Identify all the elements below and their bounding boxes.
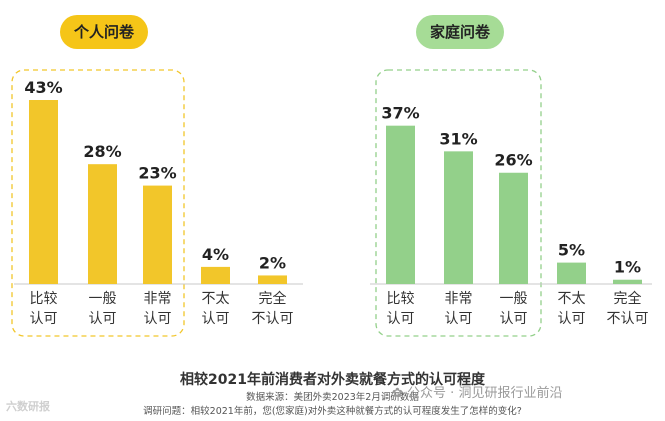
value-label: 2% — [259, 253, 286, 272]
value-label: 37% — [381, 104, 419, 123]
value-label: 31% — [439, 129, 477, 148]
category-label: 认可 — [202, 311, 230, 327]
bar — [444, 151, 473, 284]
category-label: 比较 — [30, 291, 58, 307]
bar — [613, 279, 642, 284]
family-survey-pill: 家庭问卷 — [416, 15, 504, 49]
value-label: 4% — [202, 245, 229, 264]
highlight-dashed-box — [375, 69, 542, 337]
watermark-logo: 六数研报 — [6, 400, 50, 413]
personal-survey-pill: 个人问卷 — [60, 15, 148, 49]
category-label: 非常 — [445, 291, 473, 307]
category-label: 不认可 — [607, 311, 649, 327]
category-label: 认可 — [445, 311, 473, 327]
category-label: 一般 — [500, 291, 528, 307]
category-label: 非常 — [144, 291, 172, 307]
watermark-wechat: ✿ 公众号 · 洞见研报行业前沿 — [392, 382, 562, 401]
watermark-right-text: 公众号 · 洞见研报行业前沿 — [407, 386, 563, 401]
bar — [557, 262, 586, 284]
survey-question: 调研问题：相较2021年前，您(您家庭)对外卖这种就餐方式的认可程度发生了怎样的… — [143, 406, 522, 417]
category-label: 不太 — [202, 291, 230, 307]
value-label: 1% — [614, 258, 641, 277]
bar — [201, 266, 230, 284]
category-label: 认可 — [558, 311, 586, 327]
data-source: 数据来源：美团外卖2023年2月调研数据 — [246, 392, 419, 403]
value-label: 28% — [83, 142, 121, 161]
category-label: 一般 — [89, 291, 117, 307]
value-label: 26% — [494, 151, 532, 170]
highlight-dashed-box — [11, 69, 185, 337]
category-label: 比较 — [387, 291, 415, 307]
category-label: 认可 — [144, 311, 172, 327]
value-label: 5% — [558, 241, 585, 260]
bar — [143, 185, 172, 284]
category-label: 不太 — [558, 291, 586, 307]
category-label: 不认可 — [252, 311, 294, 327]
wechat-icon: ✿ — [392, 386, 403, 401]
category-label: 完全 — [614, 290, 642, 307]
bar — [88, 164, 117, 284]
value-label: 43% — [24, 78, 62, 97]
value-label: 23% — [138, 164, 176, 183]
chart-caption: 相较2021年前消费者对外卖就餐方式的认可程度 — [180, 372, 485, 388]
category-label: 认可 — [30, 311, 58, 327]
bar — [386, 125, 415, 285]
category-label: 认可 — [500, 311, 528, 327]
bar — [29, 100, 58, 284]
category-label: 完全 — [259, 290, 287, 307]
bar — [499, 172, 528, 284]
category-label: 认可 — [387, 311, 415, 327]
bar — [258, 275, 287, 284]
category-label: 认可 — [89, 311, 117, 327]
